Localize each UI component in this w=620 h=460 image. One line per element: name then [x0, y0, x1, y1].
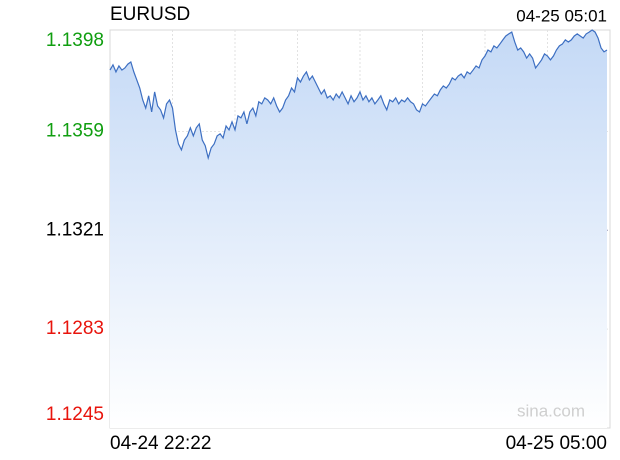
y-tick-label: 1.1283 [46, 318, 104, 339]
y-tick-label: 1.1245 [46, 404, 104, 425]
timestamp: 04-25 05:01 [516, 6, 607, 25]
y-tick-label: 1.1359 [46, 120, 104, 141]
x-tick-label: 04-24 22:22 [110, 433, 211, 454]
x-tick-label: 04-25 05:00 [506, 433, 607, 454]
chart-title: EURUSD [110, 4, 190, 25]
watermark: sina.com [517, 401, 585, 420]
price-line [109, 29, 608, 161]
y-tick-label: 1.1398 [46, 30, 104, 51]
y-tick-label: 1.1321 [46, 219, 104, 240]
